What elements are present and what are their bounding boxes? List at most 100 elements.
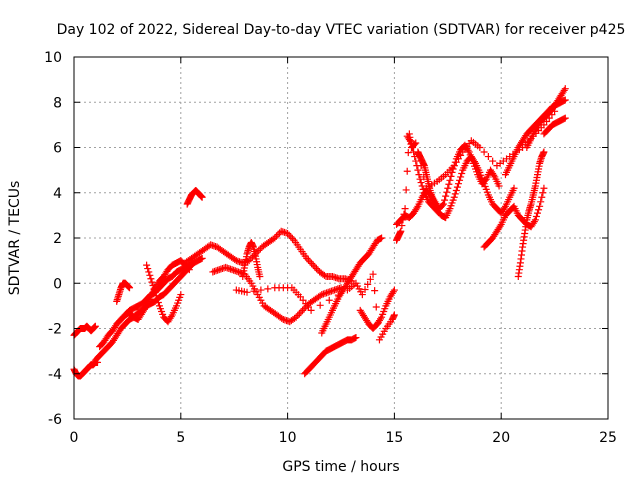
data-point — [144, 265, 152, 273]
data-point — [287, 233, 295, 241]
series-hump — [143, 261, 185, 326]
data-point — [303, 254, 311, 262]
data-point — [480, 148, 488, 156]
data-point — [453, 183, 461, 191]
data-points-layer — [70, 85, 569, 380]
data-point — [412, 139, 420, 147]
series-late-dip — [301, 334, 360, 378]
data-point — [126, 284, 134, 292]
data-point — [431, 200, 439, 208]
data-point — [464, 146, 472, 154]
data-point — [149, 282, 157, 290]
data-point — [145, 268, 153, 276]
data-point — [551, 107, 559, 115]
data-point — [458, 170, 466, 178]
data-point — [364, 280, 372, 288]
data-point — [243, 288, 251, 296]
data-point — [561, 96, 569, 104]
data-point — [484, 153, 492, 161]
data-point — [390, 311, 398, 319]
series-scatter-a — [232, 270, 398, 344]
data-point — [185, 266, 193, 274]
y-tick-label: 8 — [53, 95, 62, 111]
data-point — [476, 144, 484, 151]
data-point — [278, 314, 286, 322]
data-point — [184, 265, 192, 273]
data-point — [316, 292, 324, 300]
data-point — [372, 303, 380, 311]
data-point — [403, 167, 411, 175]
data-point — [510, 184, 518, 192]
data-point — [250, 287, 258, 295]
data-point — [442, 192, 450, 200]
data-point — [153, 295, 161, 303]
data-point — [264, 285, 272, 293]
data-point — [371, 287, 379, 295]
data-point — [398, 222, 406, 230]
series-recovery — [318, 234, 386, 337]
data-point — [404, 149, 412, 157]
data-point — [495, 182, 503, 190]
data-point — [378, 234, 386, 242]
data-point — [151, 288, 159, 296]
y-tick-label: 4 — [53, 186, 62, 202]
data-point — [496, 222, 504, 230]
data-point — [358, 291, 366, 299]
data-point — [415, 171, 423, 179]
data-point — [399, 216, 407, 224]
data-point — [402, 186, 410, 194]
data-point — [531, 216, 539, 224]
data-point — [308, 259, 316, 267]
data-point — [271, 234, 279, 242]
data-point — [454, 180, 462, 188]
data-point — [389, 288, 397, 296]
data-point — [91, 322, 99, 330]
data-point — [288, 235, 296, 243]
y-tick-label: -4 — [48, 367, 62, 383]
tick-labels-layer: 0 5 10 15 20 25 -6 -4 -2 0 2 4 6 8 10 — [44, 50, 617, 446]
data-point — [304, 256, 312, 264]
data-point — [530, 218, 538, 226]
data-point — [272, 232, 280, 240]
data-point — [366, 275, 374, 283]
data-point — [189, 260, 197, 268]
data-point — [299, 306, 307, 314]
data-point — [540, 148, 548, 156]
data-point — [411, 140, 419, 148]
data-point — [352, 334, 360, 342]
series-late-spike — [514, 148, 548, 280]
data-point — [560, 86, 568, 94]
data-point — [148, 278, 156, 286]
series-ramp-c — [117, 257, 193, 323]
y-tick-label: 10 — [44, 50, 62, 66]
data-point — [377, 315, 385, 323]
data-point — [440, 200, 448, 208]
series-scatter-b — [393, 107, 559, 244]
data-point — [471, 158, 478, 166]
y-tick-label: 2 — [53, 231, 62, 247]
data-point — [316, 301, 324, 309]
data-point — [369, 270, 377, 278]
series-final-top — [523, 85, 569, 151]
data-point — [532, 213, 540, 221]
data-point — [256, 272, 264, 280]
data-point — [536, 202, 544, 210]
data-point — [167, 313, 175, 321]
data-point — [417, 162, 425, 170]
data-point — [255, 246, 263, 254]
y-tick-label: 0 — [53, 276, 62, 292]
data-point — [142, 304, 150, 312]
y-tick-label: -6 — [48, 412, 62, 428]
x-tick-label: 15 — [385, 430, 403, 446]
data-point — [561, 85, 569, 93]
y-axis-label: SDTVAR / TECUs — [7, 181, 23, 296]
data-point — [397, 227, 405, 235]
x-tick-label: 0 — [70, 430, 79, 446]
data-point — [198, 193, 206, 201]
series-bump-2h — [113, 279, 134, 305]
data-point — [414, 166, 422, 174]
data-point — [412, 157, 420, 165]
series-spike-8h — [239, 239, 264, 280]
data-point — [400, 210, 408, 218]
